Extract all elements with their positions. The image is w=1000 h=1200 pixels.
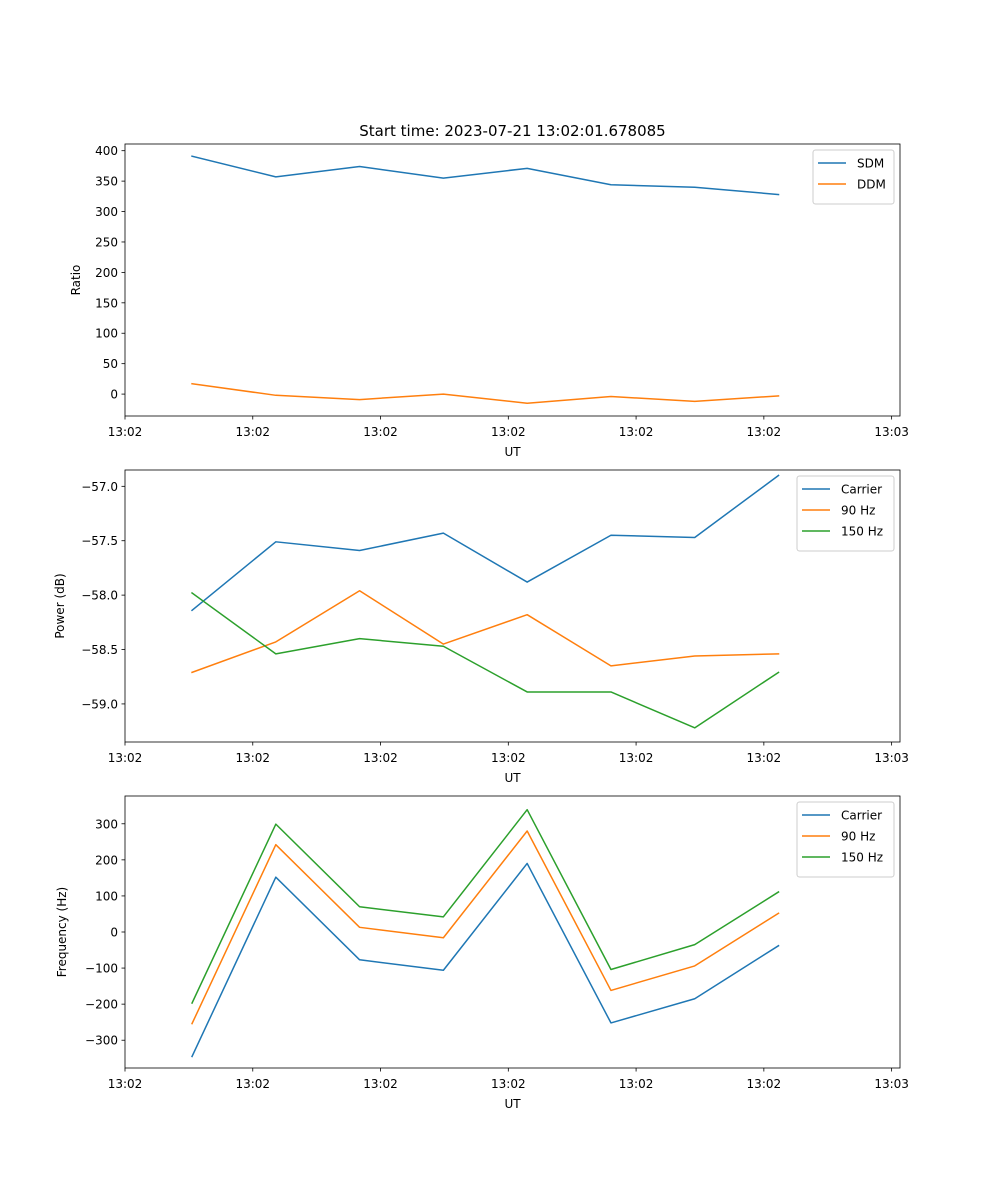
y-tick-label: 50 xyxy=(103,357,118,371)
legend: Carrier 90 Hz 150 Hz xyxy=(796,801,895,878)
legend-label-carrier: Carrier xyxy=(841,809,882,823)
y-axis-label: Ratio xyxy=(69,265,83,296)
legend-label-sdm: SDM xyxy=(857,157,884,171)
series-line-150-hz xyxy=(191,808,780,1005)
x-tick-label: 13:02 xyxy=(363,1077,398,1091)
ratio-panel: 13:02 13:02 13:02 13:02 13:02 13:02 13:03 0 50 10… xyxy=(69,143,909,459)
x-tick-label: 13:02 xyxy=(108,1077,143,1091)
legend-label-150-hz: 150 Hz xyxy=(841,851,883,865)
y-tick-label: 100 xyxy=(95,889,118,903)
series-line-ddm xyxy=(191,382,780,404)
series-line-carrier xyxy=(190,474,780,612)
y-tick-label: 250 xyxy=(95,235,118,249)
x-axis-label: UT xyxy=(504,445,521,459)
legend-box xyxy=(796,475,895,552)
series-line-sdm xyxy=(191,155,780,196)
y-tick-label: 300 xyxy=(95,817,118,831)
x-tick-label: 13:02 xyxy=(619,425,654,439)
y-tick-label: −58.0 xyxy=(81,589,118,603)
x-tick-label: 13:02 xyxy=(619,751,654,765)
x-tick-label: 13:02 xyxy=(363,425,398,439)
y-tick-label: −100 xyxy=(85,962,118,976)
y-tick-label: −59.0 xyxy=(81,697,118,711)
x-tick-label: 13:02 xyxy=(108,751,143,765)
x-tick-label: 13:02 xyxy=(235,425,270,439)
y-tick-label: 200 xyxy=(95,266,118,280)
x-tick-label: 13:02 xyxy=(619,1077,654,1091)
plot-area xyxy=(191,808,780,1058)
y-tick-label: 400 xyxy=(95,144,118,158)
legend: Carrier 90 Hz 150 Hz xyxy=(796,475,895,552)
legend-label-ddm: DDM xyxy=(857,178,886,192)
y-tick-label: −57.5 xyxy=(81,534,118,548)
x-tick-label: 13:03 xyxy=(874,1077,909,1091)
y-tick-label: 300 xyxy=(95,205,118,219)
y-axis-label: Frequency (Hz) xyxy=(55,887,69,978)
plot-area xyxy=(190,474,780,729)
x-tick-label: 13:02 xyxy=(491,425,526,439)
legend: SDM DDM xyxy=(812,149,895,205)
y-tick-label: 150 xyxy=(95,296,118,310)
legend-label-150-hz: 150 Hz xyxy=(841,525,883,539)
x-tick-label: 13:02 xyxy=(108,425,143,439)
x-tick-label: 13:03 xyxy=(874,751,909,765)
x-tick-label: 13:02 xyxy=(235,751,270,765)
y-tick-label: 100 xyxy=(95,327,118,341)
figure-title: Start time: 2023-07-21 13:02:01.678085 xyxy=(359,122,665,140)
x-axis-label: UT xyxy=(504,771,521,785)
x-tick-label: 13:02 xyxy=(491,1077,526,1091)
x-tick-label: 13:02 xyxy=(235,1077,270,1091)
x-tick-label: 13:02 xyxy=(363,751,398,765)
x-tick-label: 13:02 xyxy=(747,425,782,439)
axes-frame xyxy=(124,469,901,743)
x-axis-label: UT xyxy=(504,1097,521,1111)
y-tick-label: −57.0 xyxy=(81,480,118,494)
axes-frame xyxy=(124,795,901,1069)
y-tick-label: −58.5 xyxy=(81,643,118,657)
x-tick-label: 13:03 xyxy=(874,425,909,439)
x-tick-label: 13:02 xyxy=(491,751,526,765)
frequency-panel: 13:02 13:02 13:02 13:02 13:02 13:02 13:03 −300 −… xyxy=(55,795,909,1111)
y-axis-label: Power (dB) xyxy=(53,573,67,638)
y-tick-label: 0 xyxy=(110,388,118,402)
y-tick-label: 200 xyxy=(95,853,118,867)
legend-label-90-hz: 90 Hz xyxy=(841,830,875,844)
y-tick-label: 350 xyxy=(95,175,118,189)
legend-label-carrier: Carrier xyxy=(841,483,882,497)
x-tick-label: 13:02 xyxy=(747,751,782,765)
legend-box xyxy=(796,801,895,878)
series-line-150-hz xyxy=(190,591,780,729)
y-tick-label: −200 xyxy=(85,998,118,1012)
series-line-90-hz xyxy=(191,830,780,1025)
y-tick-label: 0 xyxy=(110,926,118,940)
series-line-90-hz xyxy=(191,590,780,674)
power-panel: 13:02 13:02 13:02 13:02 13:02 13:02 13:03 −59.0… xyxy=(53,469,909,785)
plot-area xyxy=(191,155,780,404)
series-line-carrier xyxy=(191,862,780,1058)
legend-label-90-hz: 90 Hz xyxy=(841,504,875,518)
y-tick-label: −300 xyxy=(85,1034,118,1048)
x-tick-label: 13:02 xyxy=(747,1077,782,1091)
axes-frame xyxy=(124,143,901,417)
